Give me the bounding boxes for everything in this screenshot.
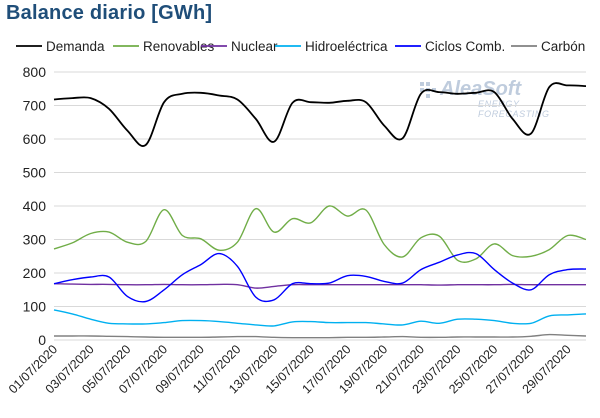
chart-legend: Demanda Renovables Nuclear Hidroeléctrica Ci… — [16, 39, 585, 54]
legend-item-renovables: Renovables — [113, 39, 215, 54]
watermark-tagline: ENERGY FORECASTING — [478, 99, 550, 119]
legend-item-ciclos-comb: Ciclos Comb. — [395, 39, 505, 54]
legend-item-nuclear: Nuclear — [201, 39, 278, 54]
x-axis-tick-labels: 01/07/202003/07/202005/07/202007/07/2020… — [6, 342, 574, 396]
chart-series-lines — [53, 82, 587, 339]
y-axis-tick-labels: 0 100 200 300 400 500 600 700 800 — [23, 64, 47, 348]
y-tick-label: 600 — [23, 131, 47, 147]
legend-item-demanda: Demanda — [16, 39, 105, 54]
series-line-carbon — [54, 333, 587, 339]
y-tick-label: 500 — [23, 165, 47, 181]
legend-item-carbon: Carbón — [511, 39, 585, 54]
y-tick-label: 100 — [23, 299, 47, 315]
series-line-nuclear — [53, 283, 586, 289]
legend-label: Ciclos Comb. — [425, 39, 505, 54]
legend-label: Carbón — [541, 39, 585, 54]
legend-label: Demanda — [46, 39, 105, 54]
chart-title: Balance diario [GWh] — [6, 2, 213, 24]
legend-label: Renovables — [143, 39, 215, 54]
y-tick-label: 700 — [23, 98, 47, 114]
series-line-hidroelectrica — [53, 309, 587, 327]
series-line-demanda — [53, 82, 587, 147]
y-tick-label: 200 — [23, 265, 47, 281]
legend-item-hidroelectrica: Hidroeléctrica — [275, 39, 388, 54]
series-line-ciclos-comb — [53, 251, 587, 303]
chart-gridlines — [54, 71, 586, 341]
y-tick-label: 400 — [23, 198, 47, 214]
y-tick-label: 800 — [23, 64, 47, 80]
y-tick-label: 300 — [23, 232, 47, 248]
legend-label: Nuclear — [231, 39, 278, 54]
series-line-renovables — [53, 205, 587, 263]
y-tick-label: 0 — [38, 332, 46, 348]
legend-label: Hidroeléctrica — [305, 39, 388, 54]
